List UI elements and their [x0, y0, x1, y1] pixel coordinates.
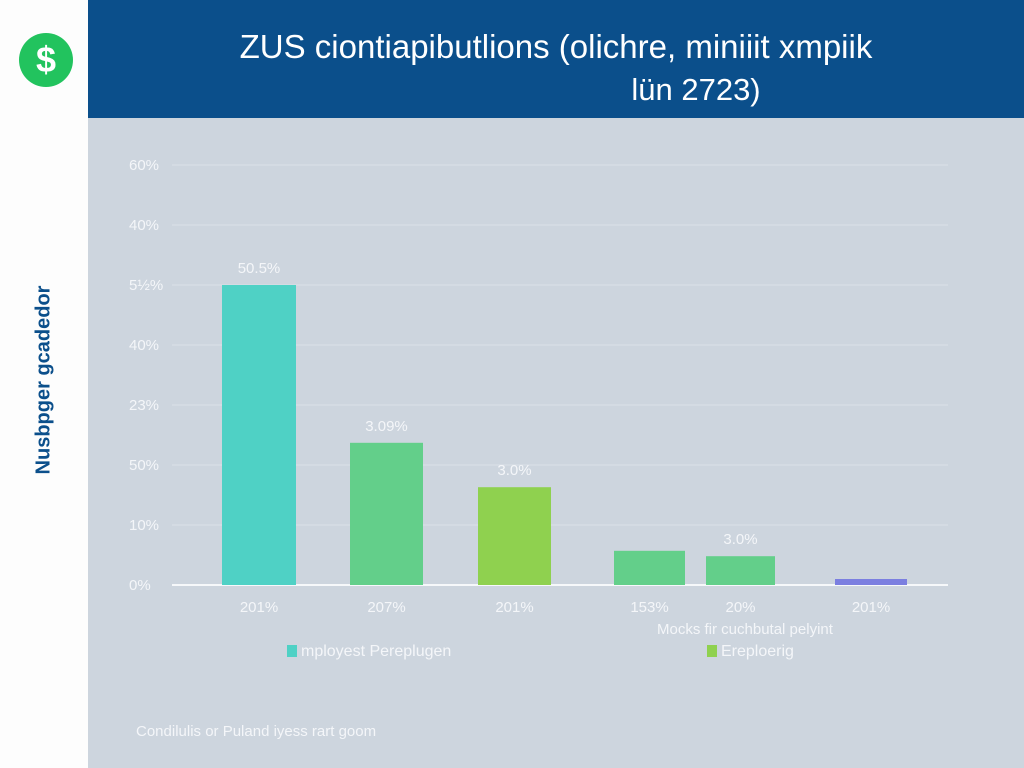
data-label: 50.5% — [238, 260, 281, 277]
data-label: 3.0% — [723, 531, 757, 548]
x-tick-label: 201% — [495, 599, 533, 616]
legend-label: Ereploerig — [721, 643, 794, 660]
x-tick-label: 207% — [367, 599, 405, 616]
bar — [350, 442, 423, 585]
legend-swatch — [707, 645, 717, 657]
data-label: 3.0% — [497, 462, 531, 479]
header: ZUS ciontiapibutlions (olichre, miniiit … — [88, 0, 1024, 118]
x-tick-label: 201% — [852, 599, 890, 616]
y-tick-label: 10% — [129, 517, 159, 534]
dollar-icon: $ — [19, 33, 73, 87]
y-tick-label: 60% — [129, 157, 159, 174]
legend-item: mployest Pereplugen — [287, 643, 451, 661]
chart-title: ZUS ciontiapibutlions (olichre, miniiit … — [239, 28, 873, 65]
bar — [478, 487, 551, 585]
x-tick-label: 201% — [240, 599, 278, 616]
y-tick-label: 40% — [129, 337, 159, 354]
legend-item: Ereploerig — [707, 643, 794, 661]
sidebar: $ — [0, 0, 88, 768]
bar — [614, 550, 685, 585]
legend-swatch — [287, 645, 297, 657]
bar — [835, 579, 907, 585]
data-label: 3.09% — [365, 418, 408, 435]
y-tick-label: 5½% — [129, 277, 163, 294]
bar — [706, 556, 775, 585]
y-tick-label: 23% — [129, 397, 159, 414]
y-tick-label: 50% — [129, 457, 159, 474]
y-tick-label: 40% — [129, 217, 159, 234]
y-tick-label: 0% — [129, 577, 151, 594]
x-tick-label: 20% — [725, 599, 755, 616]
annotation: Mocks fir cuchbutal pelyint — [657, 621, 833, 638]
x-tick-label: 153% — [630, 599, 668, 616]
chart-title-line2: lün 2723) — [631, 72, 761, 107]
legend-label: mployest Pereplugen — [301, 643, 452, 660]
footnote: Condilulis or Puland iyess rart goom — [136, 723, 377, 740]
bar — [222, 285, 296, 585]
